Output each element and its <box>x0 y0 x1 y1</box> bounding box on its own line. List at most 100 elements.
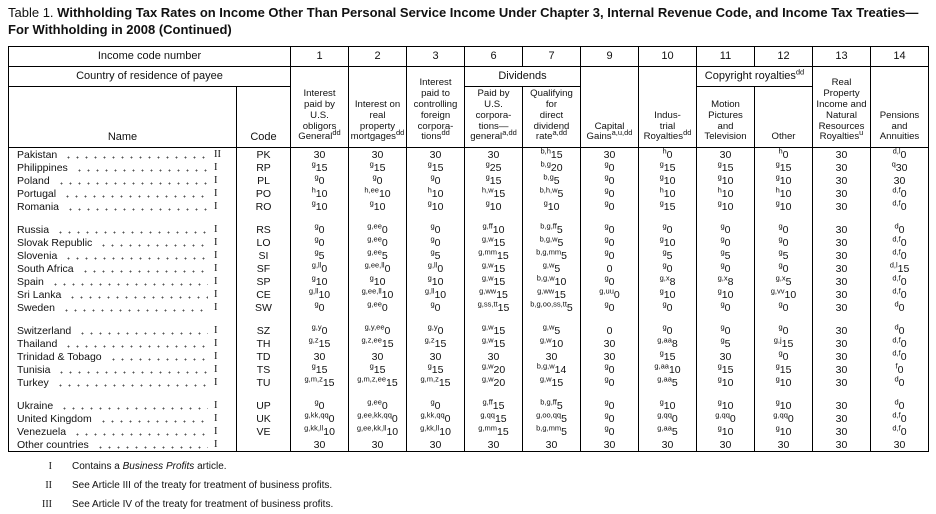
country-name-wrap: Turkey I <box>17 377 236 389</box>
footnote-ref: g,ee,ll <box>364 260 385 270</box>
treaty-article-numeral: I <box>214 276 218 288</box>
rate-cell: g0 <box>580 375 639 390</box>
country-code-cell: TH <box>236 337 291 351</box>
rate-cell: d,f0 <box>870 349 929 364</box>
country-code-cell: SP <box>236 275 291 289</box>
table-row: Tunisia I TS g15 g15 g15 g,w20 b,g,w14 g0 g,aa10 g… <box>8 361 929 377</box>
rate-cell: g15 <box>406 160 465 175</box>
rate-cell: d0 <box>870 398 929 413</box>
rate-cell: d,f0 <box>870 248 929 263</box>
spacer-cell <box>290 213 349 224</box>
country-name-wrap: Slovenia I <box>17 250 236 262</box>
dot-leader <box>55 383 208 387</box>
treaty-article-numeral: I <box>214 364 218 376</box>
country-code-cell: RP <box>236 161 291 175</box>
country-code-cell: SW <box>236 301 291 315</box>
rate-cell: g10 <box>696 199 755 214</box>
spacer-cell <box>638 389 697 400</box>
footnote-ref: dd <box>395 128 405 138</box>
treaty-article-numeral: I <box>214 413 218 425</box>
footnote-ref: g,oo,qq <box>536 410 562 420</box>
footnote-ref: b,h <box>540 146 551 156</box>
rate-cell: h10 <box>638 186 697 201</box>
footnote-ref: g <box>604 172 609 182</box>
footnote-ref: g,ww <box>537 286 555 296</box>
rate-cell: g15 <box>754 362 813 377</box>
rate-cell: g0 <box>580 411 639 426</box>
col-number-12: 12 <box>754 45 813 67</box>
country-name: South Africa <box>17 262 74 275</box>
country-name-cell: United Kingdom I <box>8 412 237 426</box>
rate-cell: 30 <box>812 399 871 413</box>
footnote-ref: d,f <box>892 273 901 283</box>
country-name-wrap: Slovak Republic I <box>17 237 236 249</box>
dot-leader <box>73 432 208 436</box>
income-code-label: Income code number <box>8 45 291 67</box>
country-name: Turkey <box>17 376 49 389</box>
footnote-ref: d,f <box>892 198 901 208</box>
rate-cell: g,mm15 <box>464 248 523 263</box>
footnote-ref: h <box>778 146 783 156</box>
country-name-wrap: Portugal I <box>17 188 236 200</box>
rate-cell: g0 <box>580 160 639 175</box>
country-name: Pakistan <box>17 148 58 161</box>
country-name: Venezuela <box>17 425 67 438</box>
group-spacer-row <box>8 314 929 325</box>
country-code-cell: TD <box>236 350 291 364</box>
rate-cell: g0 <box>406 234 465 250</box>
rate-cell: 30 <box>754 438 813 452</box>
rate-cell: g,ll0 <box>406 261 465 276</box>
col-number-3: 3 <box>406 45 465 67</box>
rate-cell: g,kk,ll10 <box>290 424 349 439</box>
footnote-ref: g,x <box>659 273 670 283</box>
footnote-ref: g <box>717 286 722 296</box>
country-name-wrap: Thailand I <box>17 338 236 350</box>
footnote-ref: g <box>314 234 319 244</box>
footnote-ref: g <box>775 159 780 169</box>
footnote-ref: g <box>314 221 319 231</box>
country-name-wrap: Trinidad & Tobago I <box>17 351 236 363</box>
footnote-ref: b,g <box>540 159 551 169</box>
col-header-interest-cfc: Interest paid to controlling foreign cor… <box>406 65 465 149</box>
treaty-article-numeral: I <box>214 162 218 174</box>
footnote-ref: g,w <box>481 335 494 345</box>
footnote-ref: g,w <box>481 273 494 283</box>
col-header-pensions: Pensions and Annuities <box>870 65 929 149</box>
footnote-text: See Article III of the treaty for treatm… <box>72 480 333 492</box>
rate-cell: g0 <box>580 424 639 439</box>
rate-cell: g0 <box>290 234 349 250</box>
dot-leader <box>61 308 208 312</box>
table-row: Pakistan II PK 30 30 30 30 b,h15 30 h0 30 h0 30 d,l0 <box>8 146 929 162</box>
rate-cell: g10 <box>638 287 697 302</box>
footnote-ref: g <box>778 234 783 244</box>
rate-cell: g,w15 <box>464 335 523 351</box>
footnote-ref: g,uu <box>599 286 614 296</box>
dot-leader <box>66 207 208 211</box>
country-code-cell: PO <box>236 187 291 201</box>
rate-cell: b,g,oo,ss,tt5 <box>522 300 581 315</box>
footnote-ref: g,ee <box>367 234 382 244</box>
page-title: Table 1. Withholding Tax Rates on Income… <box>8 5 928 39</box>
footnote-ref: h,w <box>481 185 494 195</box>
rate-cell: g,m,z,ee15 <box>348 375 407 390</box>
footnote-marker: II <box>45 480 52 492</box>
footnote-ref: f <box>895 361 898 371</box>
footnote-text: See Article IV of the treaty for treatme… <box>72 499 334 511</box>
col-header-real-property: Real Property Income and Natural Resourc… <box>812 65 871 149</box>
footnote-ref: g,w <box>481 234 494 244</box>
rate-cell: g10 <box>406 199 465 214</box>
footnote-ref: g <box>778 322 783 332</box>
rate-cell: 30 <box>812 288 871 302</box>
footnote-ref: g <box>662 221 667 231</box>
footnote-ref: g,j <box>773 335 782 345</box>
footnote-ref: g,kk,qq <box>304 410 329 420</box>
col-number-7: 7 <box>522 45 581 67</box>
footnote-ref: g <box>604 221 609 231</box>
table-row: Ukraine I UP g0 g,ee0 g0 g,ff15 b,g,ff5 g0 g10 g10… <box>8 398 929 413</box>
rate-cell: g0 <box>638 221 697 237</box>
treaty-article-numeral: I <box>214 377 218 389</box>
rate-cell: g,qq0 <box>696 411 755 426</box>
rate-cell: 30 <box>348 147 407 162</box>
footnote-ref: g <box>604 299 609 309</box>
footnote-ref: g <box>430 234 435 244</box>
